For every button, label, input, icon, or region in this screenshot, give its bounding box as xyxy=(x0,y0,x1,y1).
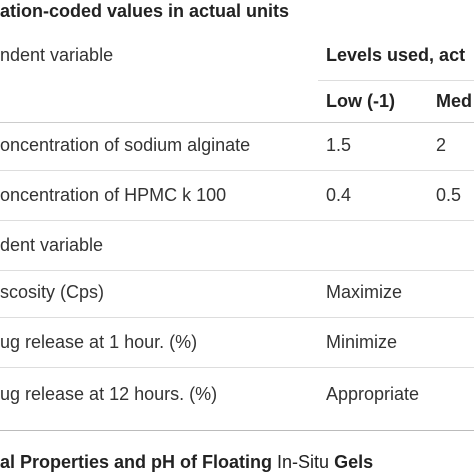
rule xyxy=(0,367,474,368)
caption-text: al Properties and pH of Floating xyxy=(0,452,273,472)
caption-text: Gels xyxy=(334,452,374,472)
row-label: ug release at 1 hour. (%) xyxy=(0,332,198,352)
row-label: ug release at 12 hours. (%) xyxy=(0,384,218,404)
cell: 2 xyxy=(436,135,447,155)
caption-text: In-Situ xyxy=(277,452,330,472)
rule xyxy=(0,122,474,123)
cell: 1.5 xyxy=(326,135,352,155)
column-subheader: Med xyxy=(436,91,472,111)
rule xyxy=(0,317,474,318)
table-title: ation-coded values in actual units xyxy=(0,1,290,21)
cell: 0.5 xyxy=(436,185,462,205)
rule xyxy=(318,80,474,81)
cell: 0.4 xyxy=(326,185,352,205)
column-subheader: Low (-1) xyxy=(326,91,395,111)
row-label: scosity (Cps) xyxy=(0,282,105,302)
rule xyxy=(0,430,474,431)
column-header: ndent variable xyxy=(0,45,114,65)
column-header: Levels used, act xyxy=(326,45,466,65)
rule xyxy=(0,170,474,171)
row-label: oncentration of sodium alginate xyxy=(0,135,251,155)
cell: Appropriate xyxy=(326,384,420,404)
cell: Minimize xyxy=(326,332,398,352)
rule xyxy=(0,270,474,271)
row-label: dent variable xyxy=(0,235,104,255)
caption: al Properties and pH of Floating In-Situ G… xyxy=(0,451,373,473)
rule xyxy=(0,220,474,221)
row-label: oncentration of HPMC k 100 xyxy=(0,185,227,205)
cell: Maximize xyxy=(326,282,403,302)
